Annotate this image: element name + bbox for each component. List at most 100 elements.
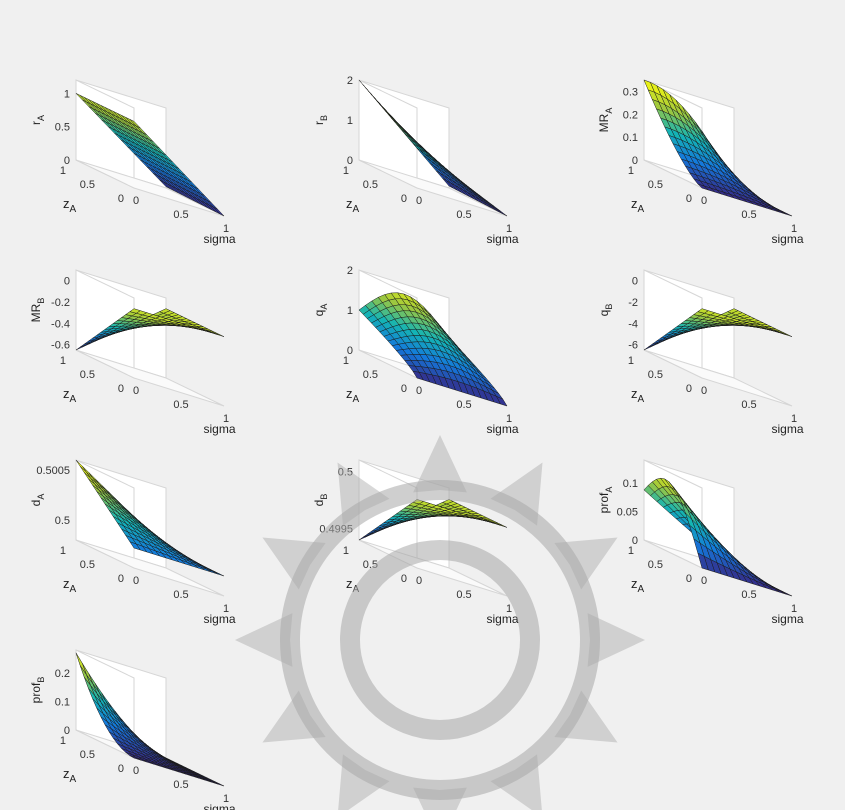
- y-axis-label: zA: [63, 576, 77, 595]
- x-axis-label: sigma: [203, 802, 235, 810]
- surface-cell: [213, 332, 225, 337]
- tick-labels: 0.5 0.5005 0 0.5 1 0 0.5 1: [36, 465, 229, 615]
- y-tick-label: 0.5: [648, 559, 663, 571]
- x-tick-label: 0: [416, 385, 422, 397]
- y-tick-label: 1: [628, 355, 634, 367]
- y-tick-label: 0.5: [363, 369, 378, 381]
- y-tick-label: 0.5: [648, 369, 663, 381]
- y-tick-label: 1: [628, 545, 634, 557]
- x-tick-label: 0: [133, 385, 139, 397]
- x-tick-label: 0.5: [173, 589, 188, 601]
- x-axis-label: sigma: [771, 232, 803, 246]
- y-tick-label: 0: [118, 573, 124, 585]
- axes-box: [75, 649, 225, 787]
- z-tick-label: -0.6: [51, 340, 70, 352]
- z-tick-label: -2: [628, 297, 638, 309]
- z-axis-label: dB: [312, 494, 329, 507]
- y-tick-label: 0.5: [80, 369, 95, 381]
- z-tick-label: 0.5: [55, 122, 70, 134]
- z-tick-label: 2: [347, 75, 353, 87]
- x-tick-label: 1: [223, 793, 229, 805]
- axes-box: [75, 459, 225, 597]
- floor: [75, 349, 225, 407]
- x-axis-label: sigma: [203, 232, 235, 246]
- y-axis-label: zA: [346, 386, 360, 405]
- surface-mesh: [358, 292, 508, 407]
- surface-mesh: [75, 652, 225, 787]
- z-tick-label: 1: [347, 305, 353, 317]
- x-axis-label: sigma: [486, 232, 518, 246]
- y-tick-label: 1: [628, 165, 634, 177]
- y-tick-label: 0: [686, 573, 692, 585]
- z-tick-label: 0.1: [623, 132, 638, 144]
- x-tick-label: 0: [133, 575, 139, 587]
- x-tick-label: 0.5: [741, 399, 756, 411]
- y-tick-label: 1: [343, 165, 349, 177]
- z-tick-label: 0.3: [623, 86, 638, 98]
- surface-mesh: [643, 79, 793, 217]
- y-tick-label: 1: [60, 545, 66, 557]
- x-tick-label: 0: [416, 575, 422, 587]
- z-tick-label: 0.4995: [319, 524, 353, 536]
- x-axis-label: sigma: [486, 422, 518, 436]
- y-tick-label: 0.5: [363, 559, 378, 571]
- x-tick-label: 0: [133, 195, 139, 207]
- y-tick-label: 0: [401, 383, 407, 395]
- surface-cell: [781, 332, 793, 337]
- x-axis-label: sigma: [203, 422, 235, 436]
- x-tick-label: 0: [701, 575, 707, 587]
- x-axis-label: sigma: [486, 612, 518, 626]
- x-tick-label: 0.5: [173, 209, 188, 221]
- x-tick-label: 1: [223, 223, 229, 235]
- y-axis-label: zA: [346, 576, 360, 595]
- x-tick-label: 0.5: [456, 589, 471, 601]
- y-tick-label: 0: [686, 383, 692, 395]
- z-tick-label: 0.2: [623, 109, 638, 121]
- surface-cell: [213, 571, 225, 577]
- x-tick-label: 1: [791, 413, 797, 425]
- y-tick-label: 0: [401, 193, 407, 205]
- x-tick-label: 0: [416, 195, 422, 207]
- z-axis-label: MRB: [29, 298, 46, 323]
- x-tick-label: 1: [506, 413, 512, 425]
- surface-mesh: [358, 79, 508, 217]
- z-tick-label: 0.1: [55, 696, 70, 708]
- surface-cell: [496, 208, 508, 217]
- z-tick-label: 0: [347, 155, 353, 167]
- axes-box: [358, 79, 508, 217]
- x-tick-label: 0.5: [173, 779, 188, 791]
- y-tick-label: 0: [118, 193, 124, 205]
- x-tick-label: 0.5: [173, 399, 188, 411]
- y-tick-label: 0: [118, 763, 124, 775]
- x-axis-label: sigma: [771, 422, 803, 436]
- surface-mesh: [75, 308, 225, 351]
- floor: [75, 159, 225, 217]
- y-axis-label: zA: [63, 196, 77, 215]
- x-tick-label: 1: [791, 603, 797, 615]
- x-tick-label: 0: [701, 195, 707, 207]
- y-axis-label: zA: [631, 576, 645, 595]
- z-tick-label: 0.5: [55, 515, 70, 527]
- x-tick-label: 0: [701, 385, 707, 397]
- z-axis-label: rA: [29, 115, 46, 125]
- x-tick-label: 0.5: [456, 209, 471, 221]
- y-tick-label: 1: [60, 735, 66, 747]
- y-tick-label: 0.5: [80, 179, 95, 191]
- surface-cell: [213, 206, 225, 217]
- z-axis-label: profB: [29, 677, 46, 704]
- z-axis-label: MRA: [597, 108, 614, 133]
- y-tick-label: 0: [401, 573, 407, 585]
- x-axis-label: sigma: [203, 612, 235, 626]
- z-axis-label: dA: [29, 494, 46, 507]
- surface-mesh: [75, 459, 225, 577]
- surface-mesh: [75, 93, 225, 217]
